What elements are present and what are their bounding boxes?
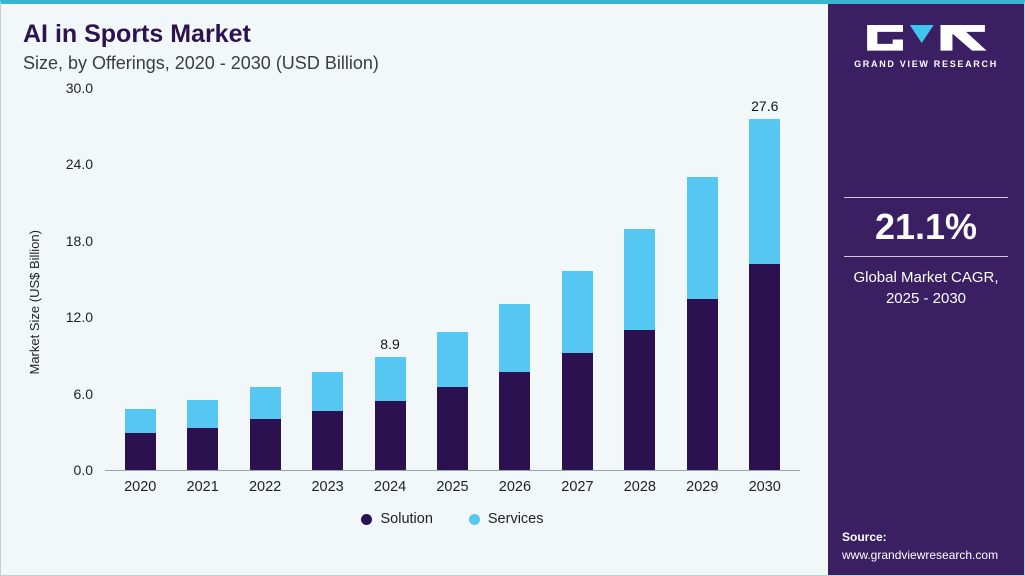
cagr-label-line2: 2025 - 2030: [885, 290, 967, 307]
bar-segment-services: [499, 304, 531, 372]
bar-segment-solution: [499, 371, 531, 470]
brand-name: GRAND VIEW RESEARCH: [854, 59, 998, 69]
bar-stack: [686, 88, 718, 470]
gvr-logo: [867, 25, 987, 51]
bar-segment-solution: [124, 433, 156, 470]
x-axis-label: 2028: [623, 479, 656, 495]
bar-total-label: 27.6: [751, 97, 779, 114]
bar-segment-solution: [749, 263, 781, 470]
bar-segment-services: [436, 332, 468, 388]
logo-v-icon: [909, 25, 934, 43]
bar-column-2022: 2022: [234, 88, 296, 495]
bar-stack: [124, 88, 156, 470]
y-axis-title-column: Market Size (US$ Billion): [23, 88, 45, 567]
cagr-value: 21.1%: [844, 197, 1008, 257]
bar-segment-services: [187, 399, 219, 428]
legend-item-solution: Solution: [361, 511, 433, 527]
page-subtitle: Size, by Offerings, 2020 - 2030 (USD Bil…: [23, 53, 379, 73]
brand-sidebar: GRAND VIEW RESEARCH 21.1% Global Market …: [828, 4, 1024, 575]
bar-stack: 8.9: [374, 88, 406, 470]
legend-label: Services: [487, 511, 544, 527]
bar-segment-services: [374, 356, 406, 402]
bar-stack: [312, 88, 344, 470]
legend-item-services: Services: [468, 511, 544, 527]
x-axis-label: 2022: [248, 479, 282, 495]
bar-segment-solution: [436, 387, 468, 470]
legend-dot-solution: [361, 513, 373, 525]
legend: Solution Services: [105, 511, 800, 527]
bar-segment-services: [249, 387, 281, 420]
x-axis-label: 2026: [498, 479, 532, 495]
logo-r-icon: [940, 25, 987, 51]
plot-column: 0.0 6.0 12.0 18.0 24.0 30.0 2020 2021 2022 2023 8…: [45, 80, 800, 567]
x-axis-label: 2021: [186, 479, 219, 495]
x-axis-label: 2027: [561, 479, 594, 495]
chart-region: Market Size (US$ Billion) 0.0 6.0 12.0 18.0…: [23, 80, 800, 567]
bar-stack: [187, 88, 219, 470]
bar-column-2025: 2025: [421, 88, 483, 495]
x-axis-label: 2023: [311, 479, 344, 495]
y-tick-label: 0.0: [73, 462, 93, 478]
cagr-label-line1: Global Market CAGR,: [853, 269, 999, 286]
bar-stack: [561, 88, 593, 470]
bar-segment-services: [312, 371, 344, 412]
bar-stack: [249, 88, 281, 470]
legend-label: Solution: [380, 511, 433, 527]
bar-stack: [436, 88, 468, 470]
bar-segment-solution: [624, 329, 656, 470]
bar-segment-services: [561, 271, 593, 353]
bar-stack: [624, 88, 656, 470]
y-tick-label: 18.0: [65, 232, 93, 249]
source-block: Source: www.grandviewresearch.com: [842, 529, 998, 564]
bar-segment-services: [624, 229, 656, 330]
page-title: AI in Sports Market: [23, 20, 251, 48]
bar-segment-solution: [187, 427, 219, 470]
chart-panel: AI in Sports Market Size, by Offerings, …: [1, 4, 828, 575]
legend-dot-services: [468, 513, 480, 525]
x-axis-label: 2020: [124, 479, 157, 495]
bar-segment-services: [749, 118, 781, 264]
cagr-block: 21.1% Global Market CAGR, 2025 - 2030: [844, 197, 1008, 309]
bar-segment-solution: [374, 401, 406, 470]
source-url: www.grandviewresearch.com: [842, 547, 999, 562]
y-tick-label: 30.0: [65, 80, 93, 96]
bar-segment-services: [686, 177, 718, 300]
cagr-label: Global Market CAGR, 2025 - 2030: [844, 267, 1008, 309]
bar-segment-services: [124, 408, 156, 434]
y-tick-label: 12.0: [65, 309, 93, 326]
bar-segment-solution: [561, 352, 593, 470]
logo-g-icon: [867, 25, 903, 51]
bar-column-2027: 2027: [546, 88, 608, 495]
plot-area: 0.0 6.0 12.0 18.0 24.0 30.0 2020 2021 2022 2023 8…: [66, 80, 800, 495]
x-axis-label: 2029: [686, 479, 719, 495]
y-tick-label: 6.0: [73, 385, 93, 402]
x-axis-label: 2024: [373, 479, 407, 495]
x-axis-label: 2030: [748, 479, 781, 495]
bar-column-2023: 2023: [296, 88, 358, 495]
bar-column-2020: 2020: [109, 88, 171, 495]
bar-segment-solution: [686, 299, 718, 470]
bar-stack: 27.6: [749, 88, 781, 470]
bar-column-2021: 2021: [171, 88, 233, 495]
bar-stack: [499, 88, 531, 470]
bar-column-2029: 2029: [671, 88, 733, 495]
bar-segment-solution: [249, 419, 281, 470]
bar-column-2026: 2026: [484, 88, 546, 495]
bar-column-2024: 8.9 2024: [359, 88, 421, 495]
bar-segment-solution: [312, 411, 344, 470]
y-tick-label: 24.0: [65, 156, 93, 173]
bar-total-label: 8.9: [380, 335, 400, 352]
bar-column-2028: 2028: [609, 88, 671, 495]
y-axis-title: Market Size (US$ Billion): [26, 230, 42, 375]
bar-column-2030: 27.6 2030: [734, 88, 796, 495]
x-axis-label: 2025: [436, 479, 469, 495]
source-label: Source:: [842, 530, 887, 545]
